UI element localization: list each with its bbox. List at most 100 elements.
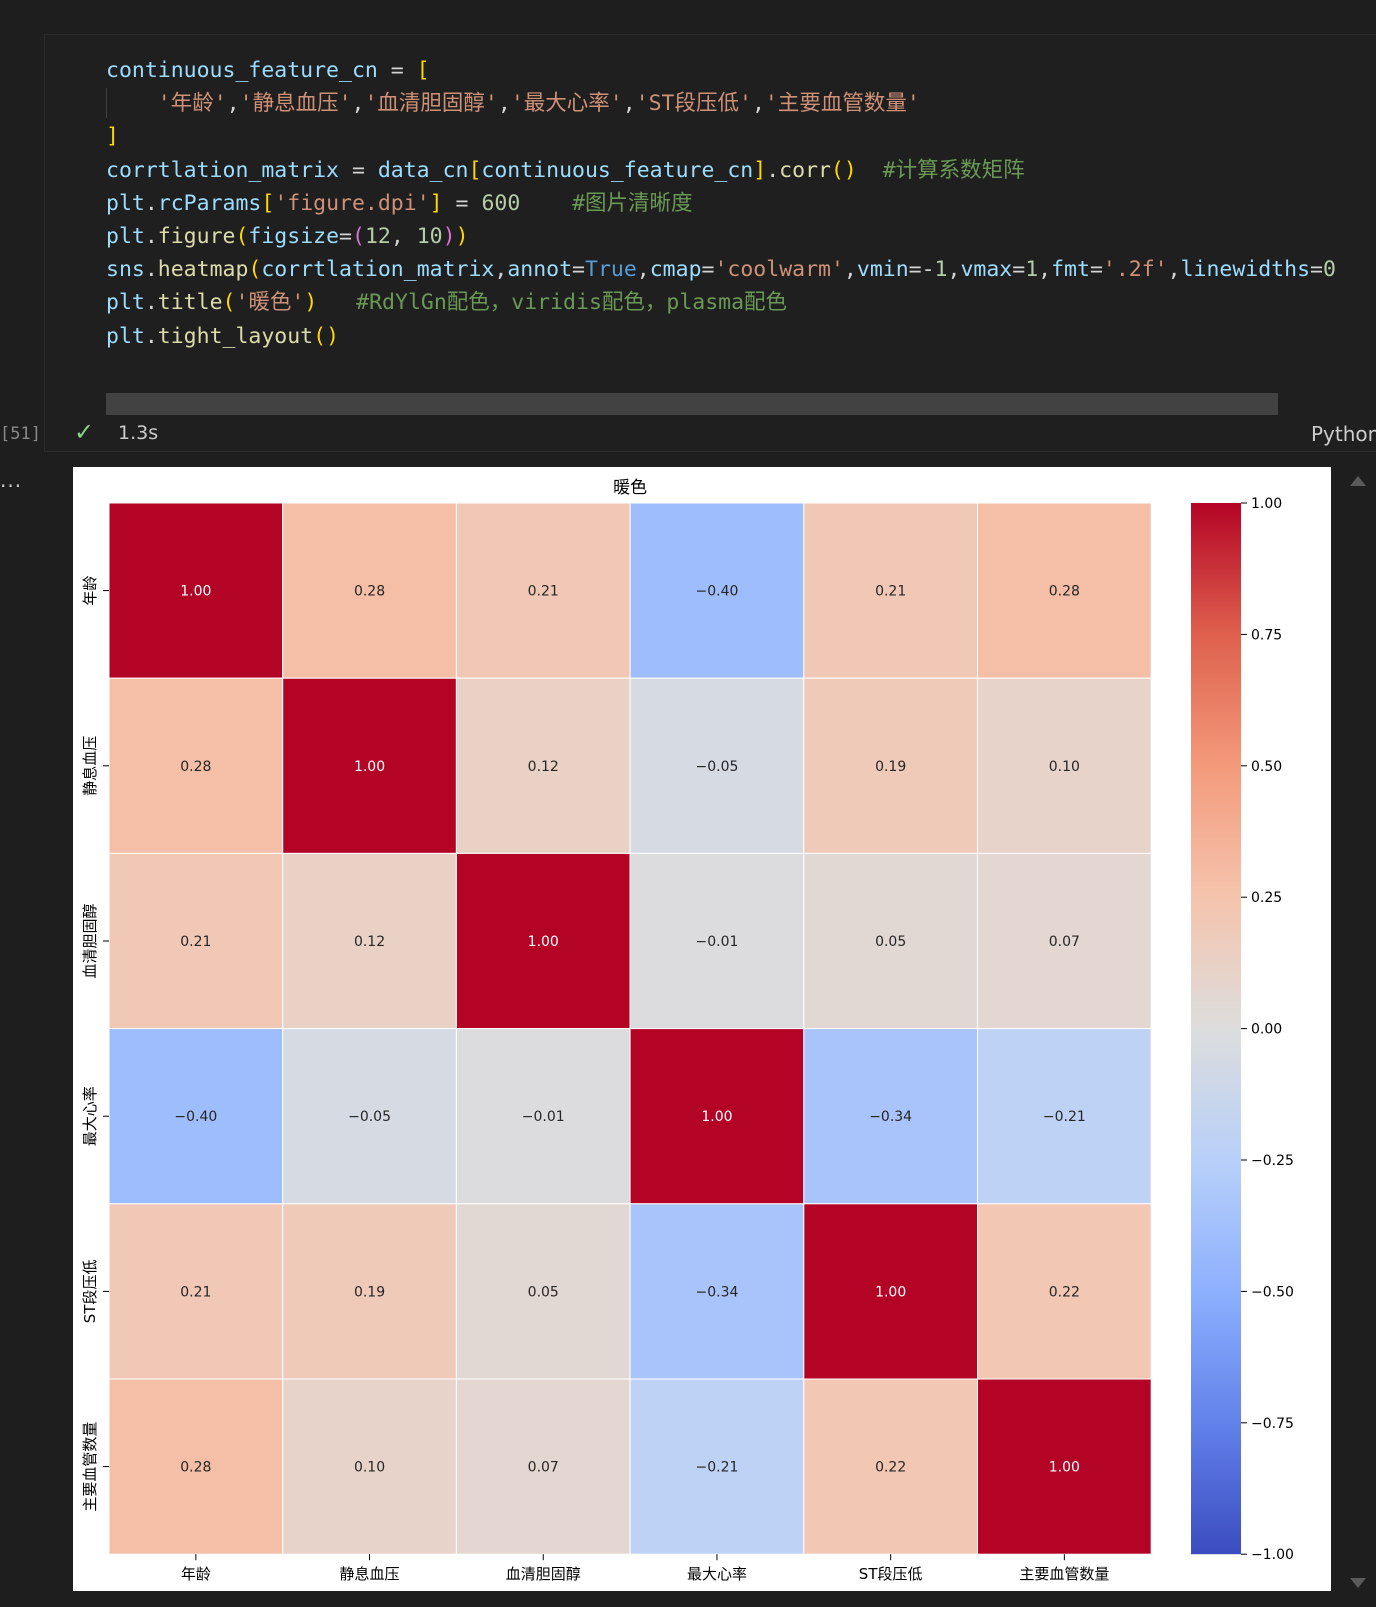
code-token: plt [106,323,145,349]
y-tick-label: 年龄 [81,576,99,606]
cell-value-label: 0.10 [1049,759,1080,775]
heatmap-cell [455,1378,631,1555]
code-token: plt [106,223,145,249]
cell-value-label: 0.21 [528,584,559,600]
cell-value-label: 0.12 [528,759,559,775]
scroll-down-arrow-icon[interactable] [1350,1578,1366,1588]
code-token: , [497,91,511,117]
code-token: = [339,157,378,183]
code-line[interactable]: continuous_feature_cn = [ [106,54,1376,87]
y-tick-label: 最大心率 [81,1086,99,1146]
code-line[interactable]: plt.tight_layout() [106,320,1376,353]
code-token: figsize [248,223,340,249]
code-token: [ [261,190,275,216]
code-token: , [351,91,365,117]
colorbar-tick-label: −0.25 [1251,1153,1294,1169]
chart-title: 暖色 [613,478,647,498]
code-token: 1 [1025,257,1039,283]
code-token: . [144,290,158,316]
heatmap-cell [629,677,805,854]
code-token: sns [106,257,145,283]
code-token: '血清胆固醇' [364,91,498,117]
code-token: = [339,223,352,249]
code-token: , [947,257,961,283]
code-token: #图片清晰度 [572,190,693,216]
colorbar-tick-label: 0.00 [1251,1022,1282,1038]
heatmap-cell [108,502,284,679]
code-line[interactable]: sns.heatmap(corrtlation_matrix,annot=Tru… [106,253,1376,286]
cell-value-label: −0.01 [695,934,738,950]
code-token: , [390,223,417,249]
code-token: True [585,257,637,283]
code-token: ] [106,124,119,150]
execution-duration: 1.3s [118,422,159,444]
code-token: plt [106,190,145,216]
code-line[interactable]: plt.figure(figsize=(12, 10)) [106,220,1376,253]
cell-value-label: 0.28 [180,759,211,775]
heatmap-cell [803,1378,978,1555]
code-cell[interactable] [44,34,1376,452]
execution-count: [51] [0,424,41,444]
code-token: '暖色' [235,290,305,316]
cell-value-label: 0.21 [180,1284,211,1300]
x-tick-label: 血清胆固醇 [506,1565,581,1583]
check-icon: ✓ [74,418,95,446]
cell-value-label: 1.00 [180,584,211,600]
scroll-up-arrow-icon[interactable] [1350,476,1366,486]
code-token: heatmap [157,257,249,283]
code-token: 12 [364,223,391,249]
code-token: #RdYlGn配色，viridis配色，plasma配色 [356,290,788,316]
code-token: corr [779,157,831,183]
top-bar [0,0,1376,34]
cell-value-label: −0.34 [869,1109,912,1125]
code-token [106,91,158,116]
x-tick-label: 主要血管数量 [1019,1565,1109,1583]
heatmap-cell [108,1028,284,1205]
code-token: . [766,157,780,183]
code-line[interactable]: ] [106,120,1376,153]
kernel-language-button[interactable]: Python [1311,422,1376,446]
code-token: [ [416,58,430,83]
code-line[interactable]: corrtlation_matrix = data_cn[continuous_… [106,154,1376,187]
heatmap-cell [629,1203,805,1380]
cell-value-label: −0.40 [174,1109,217,1125]
cell-value-label: −0.05 [695,759,738,775]
code-token: 1 [934,257,948,283]
code-token: , [494,257,508,283]
code-token: tight_layout [157,323,314,349]
code-token [317,290,356,315]
code-token: vmin [856,257,909,283]
heatmap-cell [803,1203,978,1380]
cell-value-label: 0.22 [875,1460,906,1476]
cell-value-label: −0.21 [1043,1109,1086,1125]
heatmap-cell [108,677,284,854]
code-token: title [157,290,223,316]
code-line[interactable]: plt.rcParams['figure.dpi'] = 600 #图片清晰度 [106,187,1376,220]
colorbar-tick-label: 0.75 [1251,627,1282,643]
code-token: data_cn [377,157,469,183]
code-token: , [751,91,765,117]
code-line[interactable]: '年龄','静息血压','血清胆固醇','最大心率','ST段压低','主要血管… [106,87,1376,120]
code-token: = [442,190,482,216]
code-token: () [313,323,340,349]
cell-value-label: 0.07 [528,1460,559,1476]
cell-value-label: 0.12 [354,934,385,950]
code-token [520,191,572,216]
code-token: ( [235,223,249,249]
output-menu-icon[interactable]: ... [0,468,23,492]
code-token: annot [507,257,573,283]
x-tick-label: ST段压低 [859,1565,923,1583]
code-token: ) [304,290,318,316]
heatmap-cell [977,1203,1152,1380]
code-token: = [701,257,715,283]
horizontal-scrollbar[interactable] [106,393,1278,415]
heatmap-cell [629,852,805,1030]
code-editor[interactable]: continuous_feature_cn = [ '年龄','静息血压','血… [106,54,1376,354]
code-token: , [622,91,636,117]
code-line[interactable]: plt.title('暖色') #RdYlGn配色，viridis配色，plas… [106,286,1376,319]
code-token: fmt [1051,257,1090,283]
heatmap-cell [629,1028,805,1205]
heatmap-cell [455,677,631,854]
code-token: = [377,58,417,83]
code-token: 'figure.dpi' [274,190,430,216]
